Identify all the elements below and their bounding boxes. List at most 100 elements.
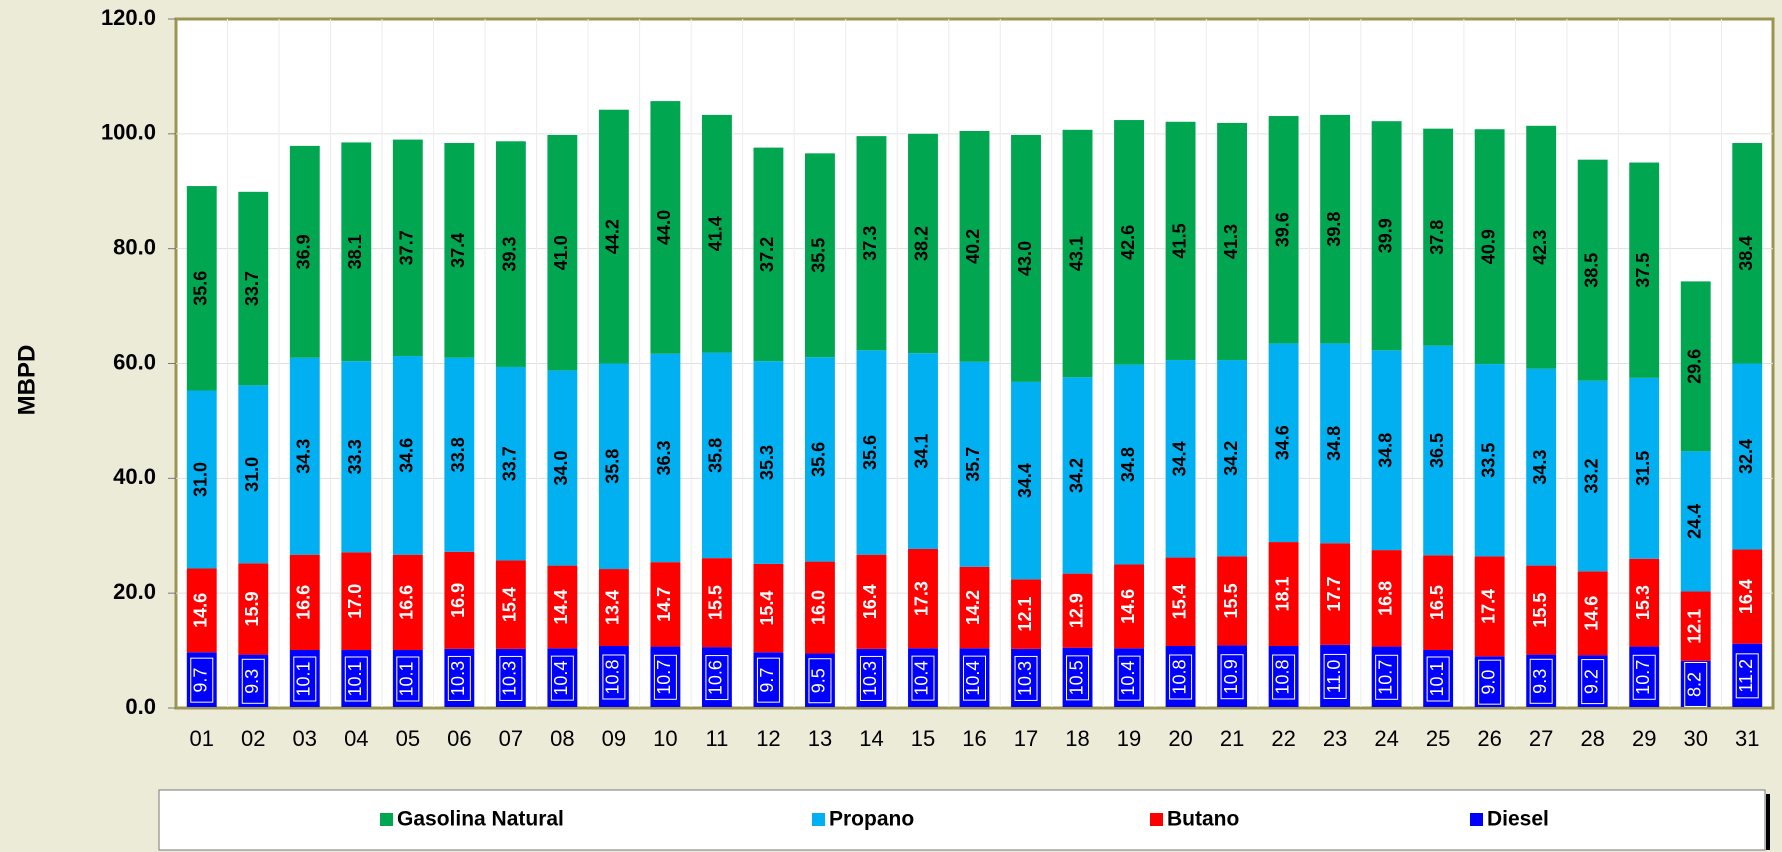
bar-segment — [701, 114, 732, 353]
y-tick-label: 0.0 — [125, 694, 156, 719]
bar-segment — [650, 353, 681, 563]
x-tick-label: 30 — [1683, 726, 1707, 751]
bar-segment — [1474, 556, 1505, 657]
bar-segment — [392, 356, 423, 555]
bar-segment — [908, 548, 938, 649]
legend-swatch — [812, 813, 825, 826]
label-box — [1478, 659, 1502, 705]
bar-segment — [1526, 368, 1557, 566]
value-label: 9.3 — [242, 669, 262, 694]
legend-swatch — [1150, 813, 1163, 826]
value-label: 8.2 — [1684, 672, 1704, 697]
value-label: 35.3 — [757, 445, 777, 480]
x-tick-label: 05 — [396, 726, 420, 751]
label-box — [1735, 653, 1759, 699]
x-tick-label: 15 — [911, 726, 935, 751]
bar-segment — [650, 101, 681, 354]
value-label: 10.5 — [1066, 660, 1086, 695]
x-tick-label: 14 — [859, 726, 883, 751]
x-tick-label: 03 — [293, 726, 317, 751]
value-label: 11.0 — [1324, 660, 1344, 694]
bar-segment — [908, 353, 938, 549]
value-label: 43.0 — [1015, 241, 1035, 276]
bar-segment — [1268, 116, 1299, 344]
value-label: 32.4 — [1736, 439, 1756, 474]
x-tick-label: 04 — [344, 726, 368, 751]
value-label: 12.1 — [1015, 597, 1035, 632]
value-label: 12.9 — [1066, 593, 1086, 628]
value-label: 10.7 — [1633, 660, 1653, 695]
x-tick-label: 25 — [1426, 726, 1450, 751]
x-tick-label: 13 — [808, 726, 832, 751]
x-tick-label: 02 — [241, 726, 265, 751]
bar-segment — [959, 130, 990, 362]
value-label: 15.5 — [706, 585, 726, 620]
value-label: 17.3 — [912, 581, 932, 616]
value-label: 34.3 — [1530, 450, 1550, 485]
bar-segment — [238, 563, 269, 655]
value-label: 10.3 — [1015, 661, 1035, 696]
value-label: 39.3 — [500, 237, 520, 272]
value-label: 24.4 — [1684, 504, 1704, 539]
bar-segment — [1732, 363, 1763, 550]
x-tick-label: 12 — [756, 726, 780, 751]
bar-segment — [444, 143, 475, 358]
value-label: 33.7 — [242, 271, 262, 306]
bar-segment — [1165, 360, 1196, 558]
x-tick-label: 16 — [962, 726, 986, 751]
bar-segment — [1062, 377, 1093, 574]
value-label: 15.3 — [1633, 585, 1653, 620]
value-label: 10.4 — [551, 661, 571, 696]
bar-segment — [959, 361, 990, 567]
bar-segment — [598, 363, 629, 570]
value-label: 15.4 — [500, 587, 520, 622]
x-tick-label: 21 — [1220, 726, 1244, 751]
value-label: 10.8 — [1272, 659, 1292, 694]
value-label: 31.0 — [191, 462, 211, 497]
bar-segment — [701, 558, 732, 648]
bar-segment — [547, 565, 578, 649]
value-label: 34.1 — [912, 434, 932, 469]
legend-swatch — [1470, 813, 1483, 826]
value-label: 10.1 — [345, 661, 365, 696]
value-label: 15.4 — [1169, 584, 1189, 619]
label-box — [1632, 654, 1656, 700]
value-label: 44.0 — [654, 210, 674, 245]
value-label: 10.6 — [706, 660, 726, 695]
bar-segment — [1371, 121, 1402, 351]
label-box — [1117, 655, 1141, 701]
label-box — [602, 654, 626, 700]
value-label: 11.2 — [1736, 659, 1756, 693]
label-box — [1375, 654, 1399, 700]
value-label: 34.2 — [1221, 441, 1241, 476]
value-label: 36.9 — [294, 234, 314, 269]
bar-segment — [1114, 120, 1144, 365]
bar-segment — [1526, 565, 1557, 655]
y-tick-label: 20.0 — [113, 579, 156, 604]
bar-segment — [908, 133, 938, 354]
bar-segment — [701, 352, 732, 559]
value-label: 40.2 — [963, 229, 983, 264]
bar-segment — [1474, 129, 1505, 365]
bar-segment — [444, 551, 475, 649]
legend-label: Propano — [829, 808, 914, 831]
value-label: 14.7 — [654, 587, 674, 622]
bar-segment — [805, 153, 835, 358]
value-label: 16.0 — [809, 590, 829, 625]
value-label: 34.3 — [294, 439, 314, 474]
x-tick-label: 27 — [1529, 726, 1553, 751]
label-box — [1323, 653, 1347, 699]
value-label: 37.2 — [757, 237, 777, 272]
value-label: 37.4 — [448, 233, 468, 268]
x-tick-label: 11 — [705, 726, 728, 751]
value-label: 17.0 — [345, 584, 365, 619]
legend-label: Butano — [1167, 808, 1239, 831]
value-label: 38.5 — [1581, 253, 1601, 288]
bar-segment — [1165, 557, 1196, 646]
label-box — [1014, 655, 1038, 701]
bar-segment — [1474, 364, 1505, 557]
value-label: 15.4 — [757, 591, 777, 626]
value-label: 15.9 — [242, 591, 262, 626]
bar-segment — [341, 552, 372, 651]
bar-segment — [1371, 350, 1402, 551]
